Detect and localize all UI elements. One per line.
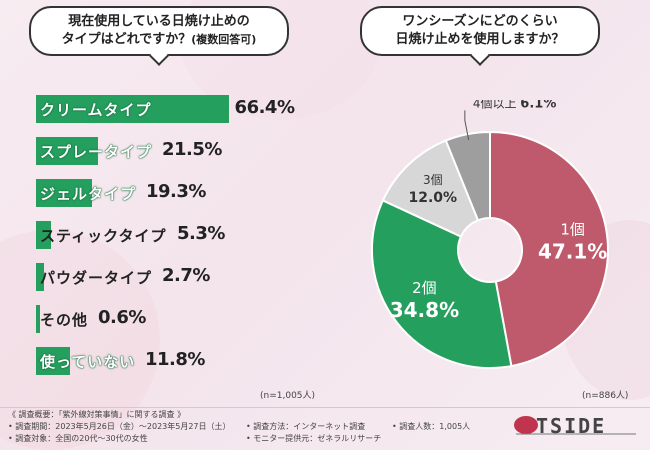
footer-provider: • モニター提供元：ゼネラルリサーチ [246, 434, 382, 443]
footer-method: • 調査方法：インターネット調査 [246, 422, 366, 431]
bar [36, 221, 52, 249]
donut-slice-value: 47.1% [538, 239, 607, 263]
donut-slice-label: 2個 [412, 279, 437, 297]
bar-row: クリームタイプ 66.4% [36, 95, 336, 123]
footer-overview: 《 調査概要：「紫外線対策事情」に関する調査 》 [8, 410, 186, 419]
bar-row: ジェルタイプ 19.3% [36, 179, 336, 207]
bar-value-label: 5.3% [177, 223, 225, 244]
donut-slice-label: 1個 [560, 220, 585, 238]
donut-slice [444, 130, 491, 222]
donut-slice-value: 6.1% [520, 100, 556, 111]
question-2-line-2: 日焼け止めを使用しますか？ [395, 32, 565, 47]
brand-logo: TSIDE [512, 410, 642, 440]
bar-row: スプレータイプ 21.5% [36, 137, 336, 165]
donut-slice [489, 130, 609, 368]
bar-value-label: 11.8% [145, 349, 205, 370]
donut-slice-value: 34.8% [390, 298, 459, 322]
bar-row: 使っていない 11.8% [36, 347, 336, 375]
bar-category-label: スプレータイプ [40, 143, 153, 161]
bar-row: スティックタイプ 5.3% [36, 221, 336, 249]
footer-divider [0, 407, 650, 408]
bar-row: その他 0.6% [36, 305, 336, 333]
bar [36, 179, 92, 207]
question-2-line-1: ワンシーズンにどのくらい [402, 14, 558, 29]
bar-category-label: 使っていない [40, 353, 136, 371]
bar-category-label: クリームタイプ [40, 101, 152, 119]
footer-count: • 調査人数：1,005人 [392, 422, 471, 431]
bar-value-label: 21.5% [162, 139, 222, 160]
bar [36, 305, 40, 333]
brand-logo-text: TSIDE [536, 414, 607, 438]
donut-leader-line [464, 110, 470, 141]
bar-category-label: スティックタイプ [40, 227, 167, 245]
question-2-bubble: ワンシーズンにどのくらい 日焼け止めを使用しますか？ [360, 6, 600, 56]
question-1-note: (複数回答可) [191, 33, 257, 46]
bar [36, 263, 44, 291]
donut-slice-label: 4個以上 6.1% [473, 100, 557, 111]
donut-slice [371, 199, 513, 369]
bar-category-label: パウダータイプ [40, 269, 153, 287]
footer-period: • 調査期間：2023年5月26日（金）〜2023年5月27日（土） [8, 422, 231, 431]
bar-value-label: 0.6% [98, 307, 146, 328]
question-1-bubble: 現在使用している日焼け止めの タイプはどれですか？(複数回答可) [29, 6, 289, 56]
bar [36, 95, 229, 123]
question-1-line-1: 現在使用している日焼け止めの [68, 14, 250, 29]
bar-value-label: 66.4% [234, 97, 295, 118]
bar-category-label: その他 [40, 311, 89, 329]
bar-category-label: ジェルタイプ [40, 185, 137, 203]
bar [36, 347, 71, 375]
question-1-line-2: タイプはどれですか？ [61, 32, 192, 47]
footer-target: • 調査対象：全国の20代〜30代の女性 [8, 434, 148, 443]
bar-value-label: 19.3% [146, 181, 206, 202]
bar-row: パウダータイプ 2.7% [36, 263, 336, 291]
brand-logo-mark [514, 416, 636, 435]
bar-chart-n-note: (n=1,005人) [260, 391, 316, 401]
donut-slice-label: 3個 [423, 173, 443, 187]
bar [36, 137, 99, 165]
donut-slice-value: 12.0% [409, 190, 458, 206]
bar-value-label: 2.7% [162, 265, 210, 286]
donut-chart-n-note: (n=886人) [582, 391, 629, 401]
